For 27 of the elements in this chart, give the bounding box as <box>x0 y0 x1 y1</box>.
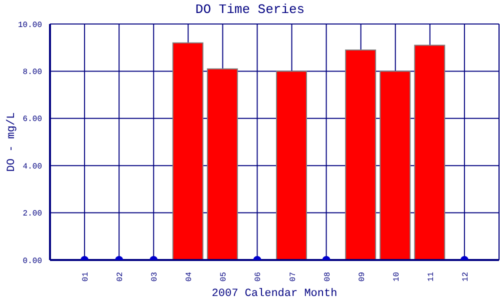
y-tick-label: 2.00 <box>22 210 42 219</box>
chart-title: DO Time Series <box>194 2 306 17</box>
y-tick-label: 4.00 <box>22 162 42 172</box>
x-tick-label: 01 <box>82 272 91 282</box>
bar <box>172 42 204 260</box>
x-tick-label: 04 <box>185 272 194 282</box>
x-tick-label: 07 <box>288 272 298 282</box>
x-tick-label: 10 <box>392 272 402 282</box>
bar <box>414 44 446 260</box>
x-tick-label: 06 <box>254 272 264 282</box>
bar <box>276 70 307 260</box>
bar <box>345 49 376 260</box>
y-tick-label: 6.00 <box>22 115 42 124</box>
y-tick-label: 10.00 <box>18 20 42 30</box>
y-axis-title: DO - mg/L <box>6 112 18 172</box>
x-tick-label: 09 <box>358 272 367 282</box>
x-tick-label: 02 <box>116 272 126 282</box>
bar <box>206 68 238 260</box>
x-tick-label: 08 <box>323 272 332 282</box>
x-tick-label: 03 <box>150 272 160 282</box>
x-tick-label: 12 <box>461 272 470 282</box>
y-tick-label: 0.00 <box>22 256 42 266</box>
x-axis-title: 2007 Calendar Month <box>212 288 338 300</box>
y-tick-label: 8.00 <box>22 68 42 78</box>
bar <box>380 70 411 260</box>
x-tick-label: 05 <box>220 272 229 282</box>
x-tick-label: 11 <box>426 272 436 282</box>
